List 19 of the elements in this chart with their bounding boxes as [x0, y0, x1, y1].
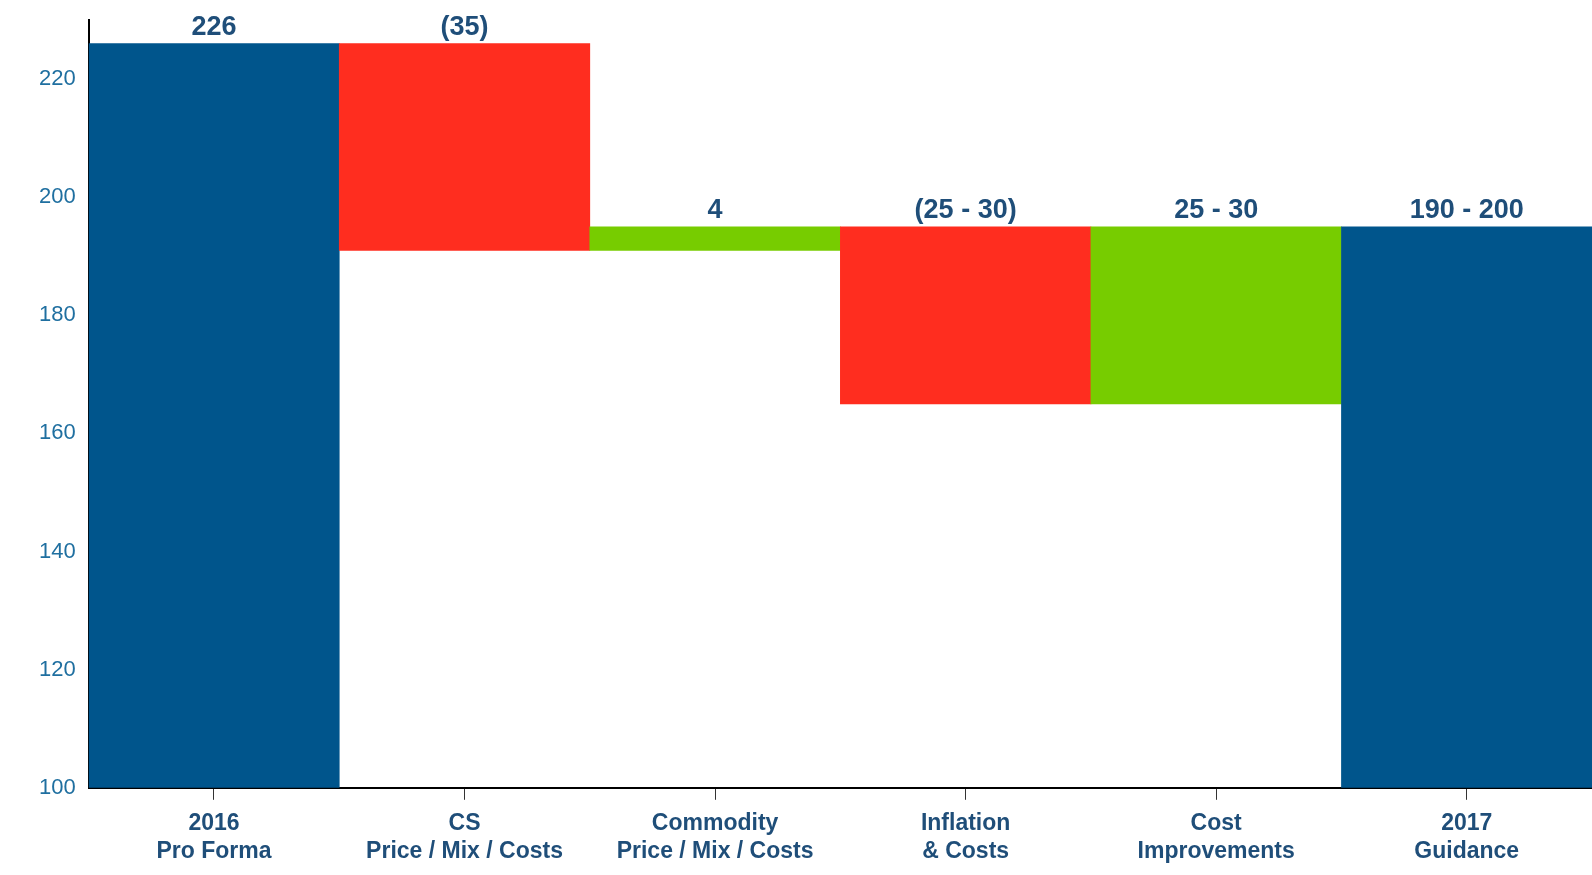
y-tick-label: 140 [38, 537, 76, 563]
data-label: 4 [707, 193, 723, 224]
x-tick-label: Commodity Price / Mix / Costs [616, 808, 814, 863]
y-tick-label: 100 [38, 773, 76, 799]
annotation: 190 - 200 [1409, 193, 1524, 224]
y-tick-label: 120 [38, 655, 76, 681]
data-label: 226 [191, 10, 237, 41]
x-tick-label: 2016 Pro Forma [156, 808, 272, 863]
annotation: 25 - 30 [1174, 193, 1259, 224]
x-tick-label: CS Price / Mix / Costs [366, 808, 563, 863]
y-tick-label: 180 [38, 301, 76, 327]
x-tick-label: 2017 Guidance [1414, 808, 1520, 863]
y-tick-label: 160 [38, 419, 76, 445]
data-label: (35) [440, 10, 489, 41]
x-tick-label: Cost Improvements [1137, 808, 1295, 863]
y-tick-label: 200 [38, 183, 76, 209]
y-tick-label: 220 [38, 65, 76, 91]
x-tick-label: Inflation & Costs [920, 808, 1011, 863]
annotation: (25 - 30) [914, 193, 1017, 224]
